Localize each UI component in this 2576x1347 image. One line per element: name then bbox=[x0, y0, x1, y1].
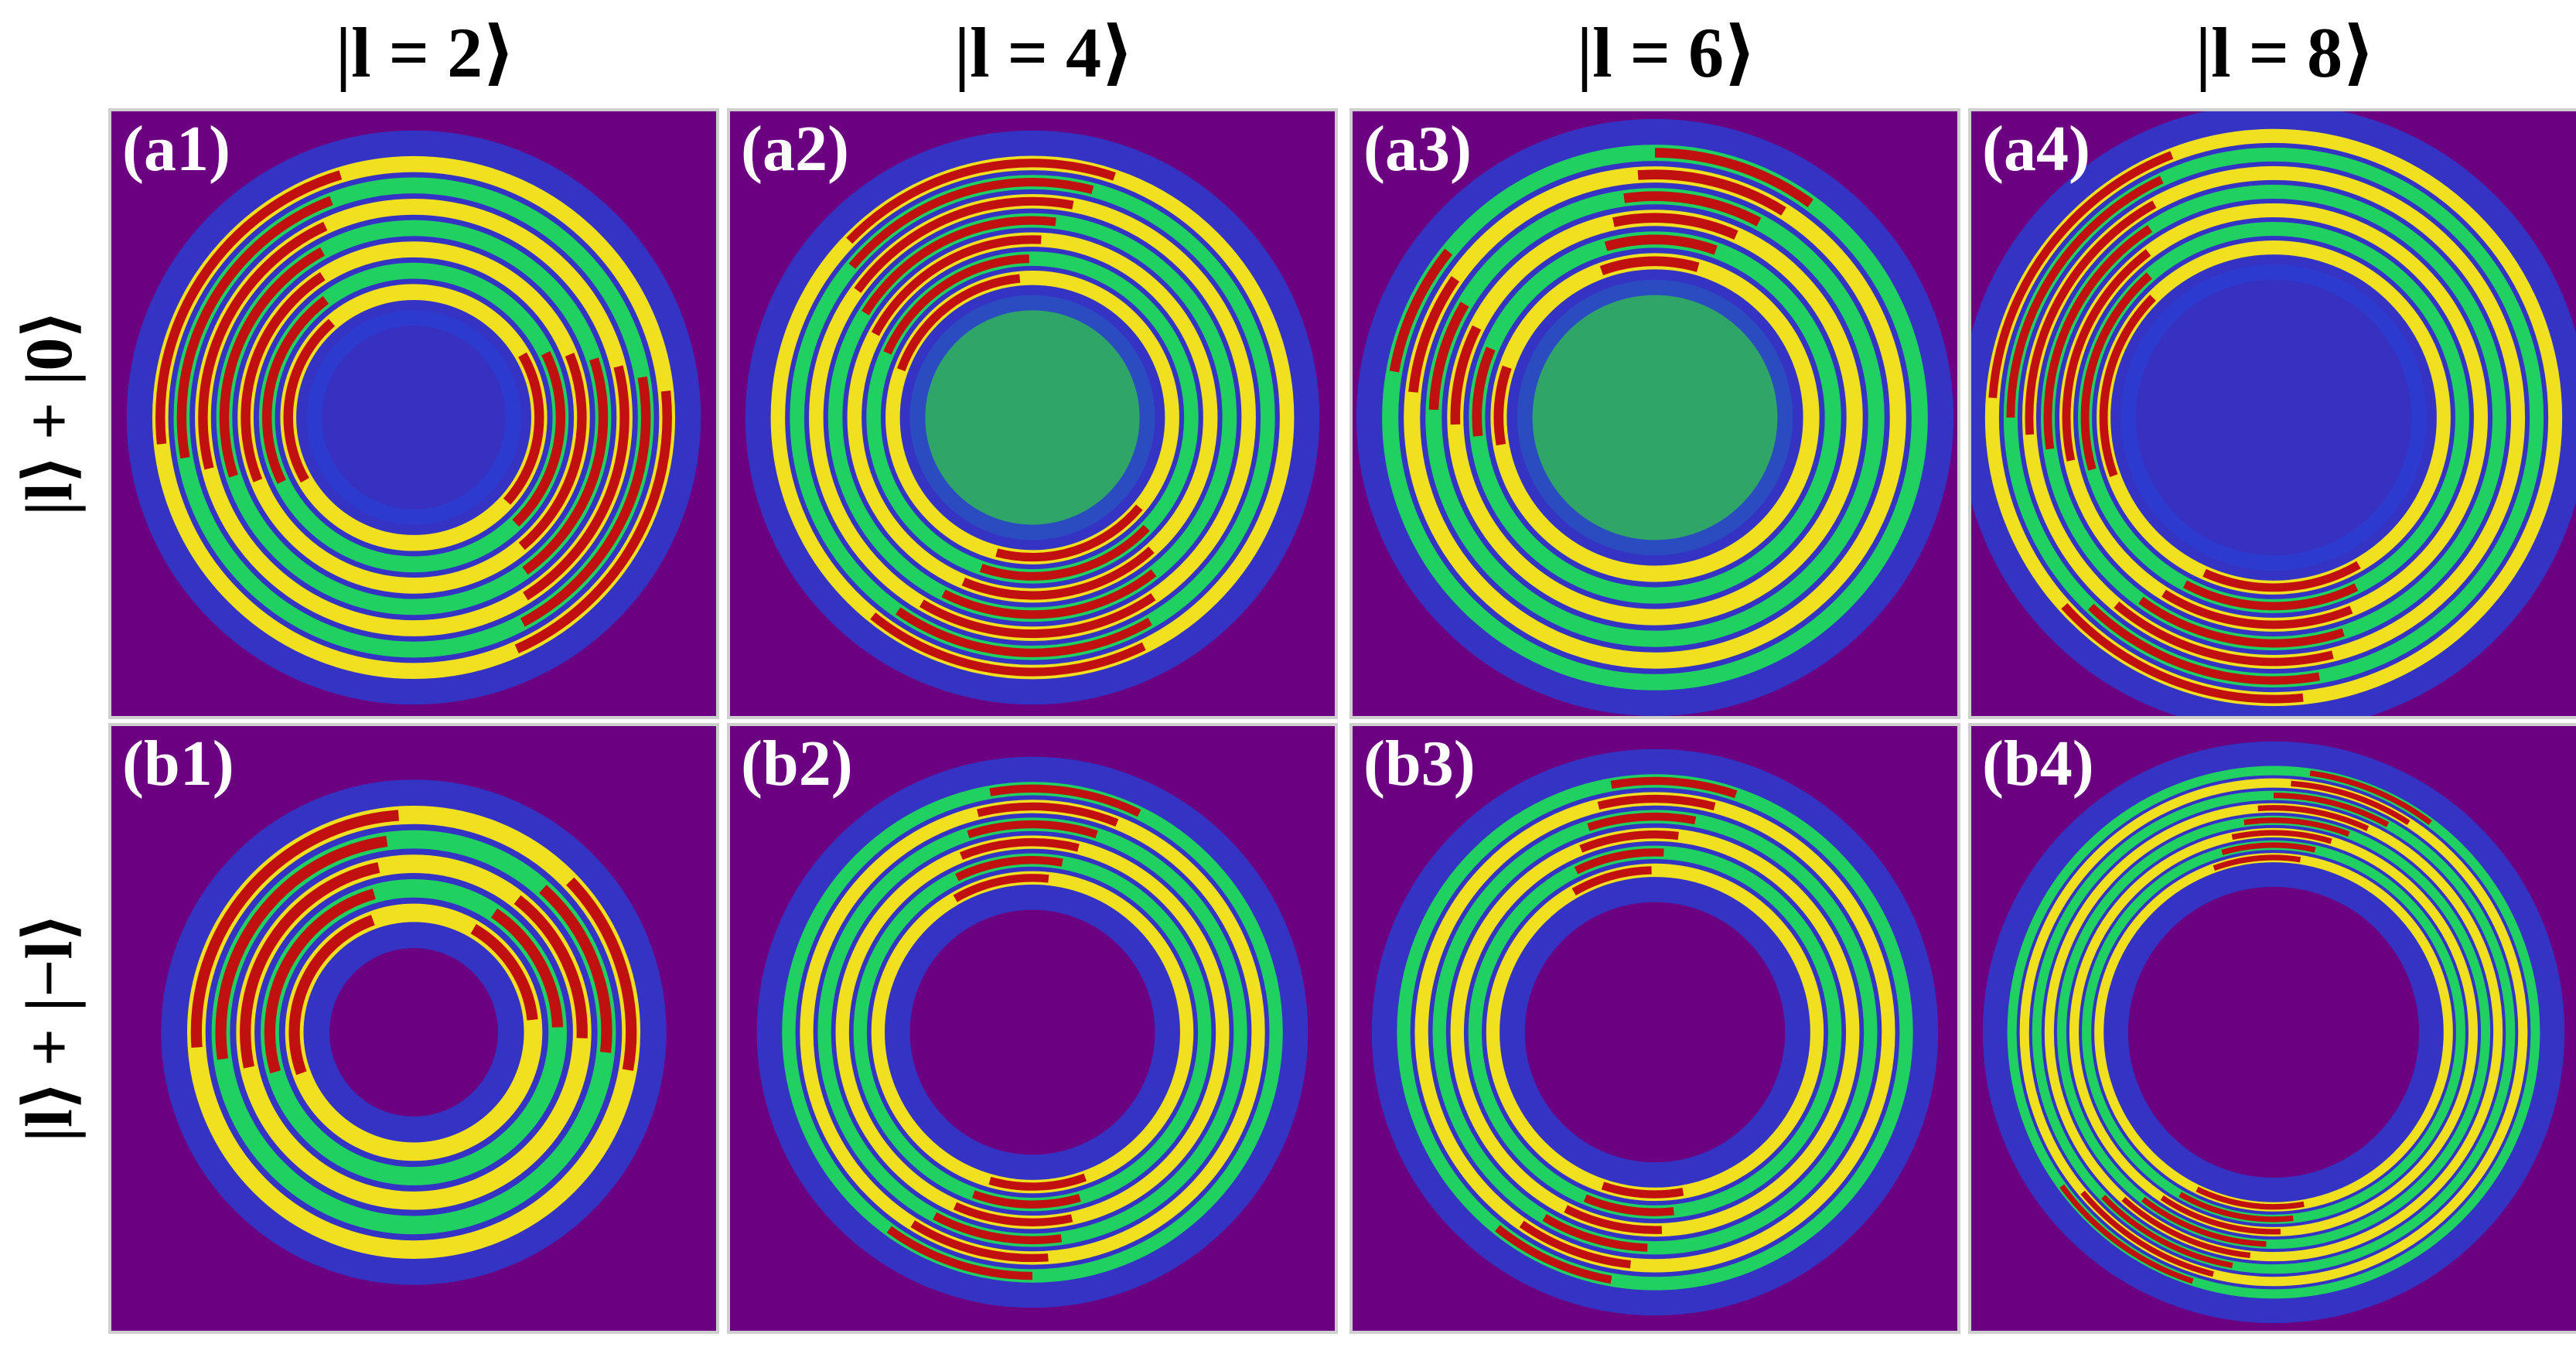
pattern-panel-a1: (a1) bbox=[108, 108, 719, 719]
column-header-l8: |l = 8⟩ bbox=[2195, 13, 2376, 92]
panel-tag: (a2) bbox=[741, 113, 849, 185]
interference-pattern-image bbox=[730, 111, 1335, 716]
panel-tag: (a1) bbox=[122, 113, 230, 185]
panel-tag: (a4) bbox=[1982, 113, 2090, 185]
pattern-panel-b2: (b2) bbox=[727, 723, 1338, 1334]
row-label-superposition-zero: |l⟩ + |0⟩ bbox=[0, 108, 101, 719]
interference-pattern-image bbox=[1353, 726, 1957, 1331]
row-label-text: |l⟩ + |−l⟩ bbox=[12, 915, 86, 1142]
interference-pattern-image bbox=[730, 726, 1335, 1331]
pattern-panel-b4: (b4) bbox=[1968, 723, 2576, 1334]
row-label-superposition-opposite: |l⟩ + |−l⟩ bbox=[0, 723, 101, 1334]
interference-pattern-image bbox=[1971, 111, 2576, 716]
pattern-panel-a2: (a2) bbox=[727, 108, 1338, 719]
column-header-l6: |l = 6⟩ bbox=[1576, 13, 1757, 92]
pattern-panel-b3: (b3) bbox=[1349, 723, 1960, 1334]
panel-tag: (a3) bbox=[1363, 113, 1472, 185]
panel-tag: (b2) bbox=[741, 728, 853, 800]
pattern-panel-a3: (a3) bbox=[1349, 108, 1960, 719]
row-label-text: |l⟩ + |0⟩ bbox=[12, 312, 86, 516]
panel-tag: (b1) bbox=[122, 728, 234, 800]
interference-pattern-image bbox=[111, 726, 716, 1331]
column-header-l2: |l = 2⟩ bbox=[335, 13, 516, 92]
interference-pattern-image bbox=[111, 111, 716, 716]
pattern-panel-b1: (b1) bbox=[108, 723, 719, 1334]
interference-pattern-image bbox=[1353, 111, 1957, 716]
panel-tag: (b3) bbox=[1363, 728, 1476, 800]
panel-tag: (b4) bbox=[1982, 728, 2094, 800]
pattern-panel-a4: (a4) bbox=[1968, 108, 2576, 719]
column-header-l4: |l = 4⟩ bbox=[954, 13, 1134, 92]
interference-pattern-image bbox=[1971, 726, 2576, 1331]
